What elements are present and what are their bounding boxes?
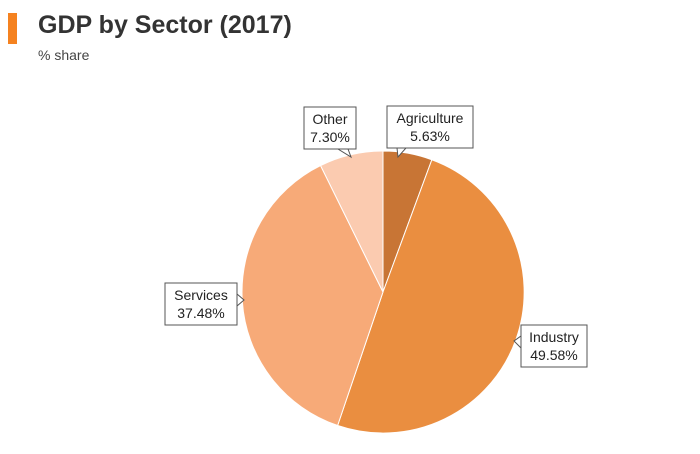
slice-name-label: Industry bbox=[529, 329, 579, 345]
slice-label-industry: Industry 49.58% bbox=[513, 324, 588, 368]
label-pointer bbox=[513, 335, 522, 350]
slice-name-label: Agriculture bbox=[397, 110, 464, 126]
chart-subtitle: % share bbox=[38, 47, 90, 63]
chart-title: GDP by Sector (2017) bbox=[38, 11, 292, 39]
label-pointer bbox=[396, 147, 408, 159]
slice-label-other: Other 7.30% bbox=[303, 106, 357, 159]
slice-value-label: 49.58% bbox=[530, 347, 577, 363]
label-box bbox=[386, 105, 474, 149]
label-pointer bbox=[236, 292, 245, 308]
title-accent-bar bbox=[8, 13, 17, 44]
slice-label-agriculture: Agriculture 5.63% bbox=[386, 105, 474, 159]
slice-value-label: 37.48% bbox=[177, 305, 224, 321]
label-box bbox=[164, 282, 238, 326]
slice-label-services: Services 37.48% bbox=[164, 282, 245, 326]
slice-value-label: 5.63% bbox=[410, 128, 450, 144]
pie-slice-other bbox=[319, 150, 384, 293]
slice-name-label: Services bbox=[174, 287, 228, 303]
slice-value-label: 7.30% bbox=[310, 129, 350, 145]
slice-name-label: Other bbox=[312, 111, 347, 127]
label-box bbox=[303, 106, 357, 150]
label-pointer bbox=[336, 148, 352, 159]
